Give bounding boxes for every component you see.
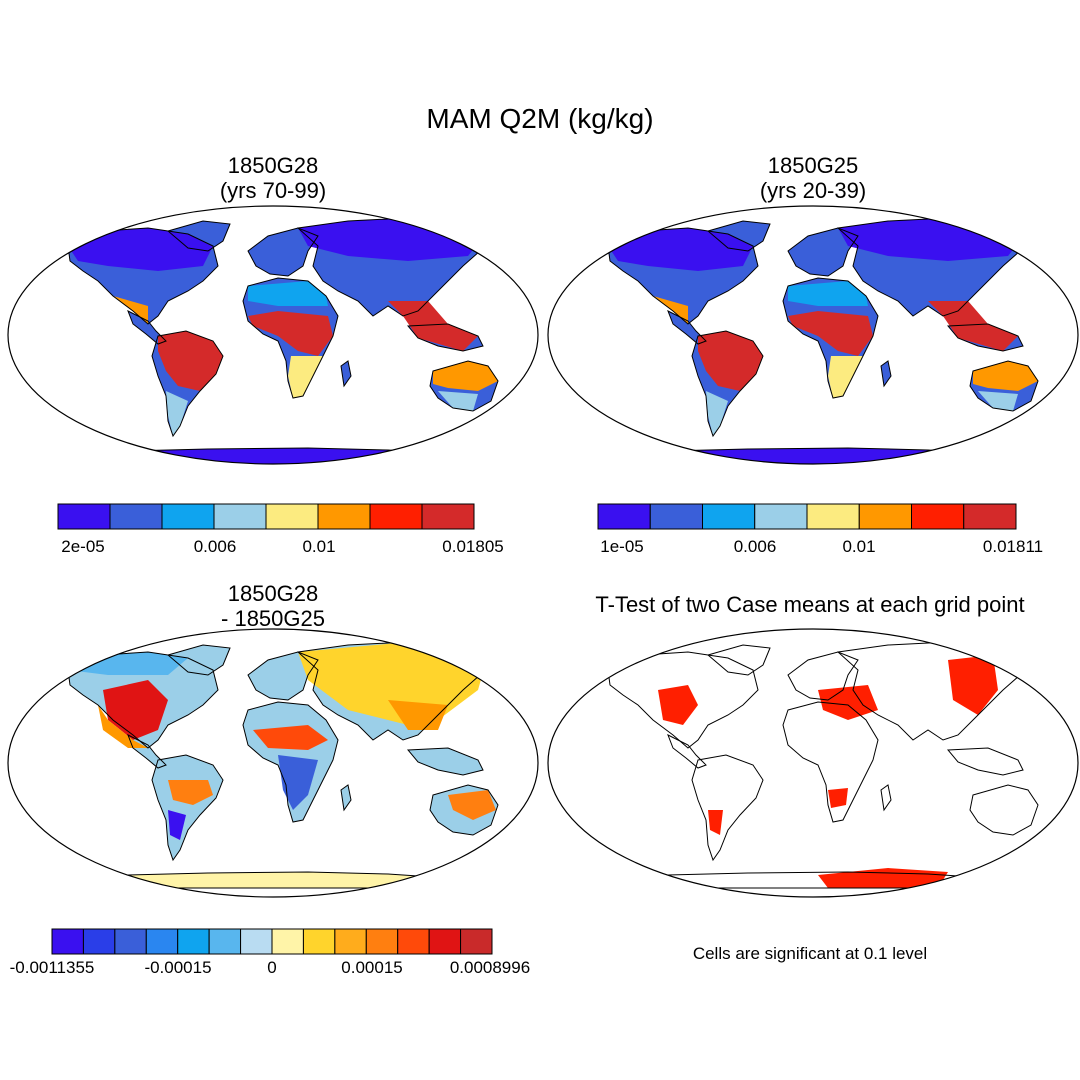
cb3-swatch [145,928,179,955]
cb2-swatch [754,503,808,530]
map-panel3 [7,628,539,898]
cb2-swatch [858,503,912,530]
colorbar-panel3 [51,928,493,955]
cb2-swatch [649,503,703,530]
cb2-tick-label: 0.006 [733,537,777,556]
cb3-swatch [240,928,273,955]
cb2-swatch [911,503,965,530]
cb2-tick-label: 0.01811 [982,537,1044,556]
sig-region-na [658,685,698,725]
cb3-swatch [302,928,336,955]
cb3-swatch [428,928,462,955]
cb1-tick-label: 0.01 [302,537,336,556]
cb1-swatch [421,503,475,530]
cb2-swatch [597,503,651,530]
figure-title: MAM Q2M (kg/kg) [426,103,654,134]
land-panel3 [47,641,509,889]
cb3-swatch [177,928,210,955]
cb3-swatch [397,928,430,955]
panel1-title: 1850G28 (yrs 70-99) [219,153,327,203]
cb2-tick-label: 0.01 [842,537,876,556]
sig-region-asia [948,655,998,715]
significance-note: Cells are significant at 0.1 level [692,944,928,963]
cb1-tick-label: 2e-05 [61,537,105,556]
cb2-swatch [806,503,860,530]
land-panel2 [587,217,1049,464]
cb3-swatch [460,928,493,955]
cb3-swatch [365,928,399,955]
map-panel2 [547,205,1079,465]
cb3-tick-label: 0 [267,958,277,977]
land-panel4 [587,641,1049,889]
colorbar-panel2 [597,503,1017,530]
cb3-tick-label: -0.00015 [144,958,212,977]
land-panel1 [47,217,509,464]
panel3-title: 1850G28 - 1850G25 [221,581,325,631]
cb3-swatch [334,928,367,955]
cb3-tick-label: -0.0011355 [9,958,95,977]
cb1-swatch [161,503,215,530]
sig-region-sa [708,810,723,835]
cb2-swatch [702,503,756,530]
cb1-tick-label: 0.006 [193,537,237,556]
cb3-tick-label: 0.0008996 [449,958,531,977]
cb3-swatch [114,928,147,955]
panel2-title: 1850G25 (yrs 20-39) [759,153,867,203]
cb1-swatch [265,503,319,530]
cb2-swatch [963,503,1017,530]
sig-region-europe [818,685,878,720]
sig-region-africa [828,788,848,808]
cb3-swatch [82,928,116,955]
cb3-swatch [208,928,242,955]
cb3-tick-label: 0.00015 [341,958,403,977]
cb1-tick-label: 0.01805 [442,537,504,556]
map-panel1 [7,205,539,465]
panel4-title: T-Test of two Case means at each grid po… [595,592,1025,617]
sig-region-antarctica [818,868,948,888]
cb2-tick-label: 1e-05 [600,537,644,556]
cb1-swatch [109,503,163,530]
cb1-swatch [213,503,267,530]
cb1-swatch [317,503,371,530]
cb3-swatch [271,928,304,955]
colorbar-panel1 [57,503,475,530]
cb1-swatch [57,503,111,530]
cb3-swatch [51,928,84,955]
cb1-swatch [369,503,423,530]
map-panel4 [547,628,1079,898]
